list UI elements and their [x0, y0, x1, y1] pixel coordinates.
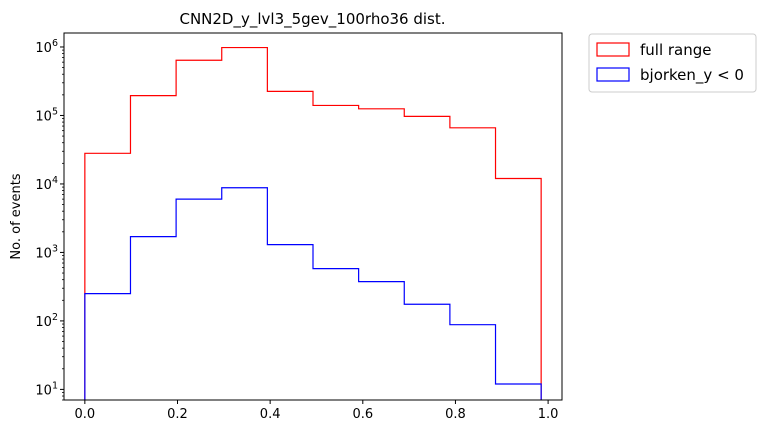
x-tick-label: 0.6: [352, 407, 373, 422]
y-tick-label: 105: [35, 106, 58, 124]
chart-title: CNN2D_y_lvl3_5gev_100rho36 dist.: [179, 10, 445, 29]
plot-frame: [63, 32, 563, 401]
histogram-series-bjorken-y-0: [84, 187, 542, 400]
legend-swatch-bjorken-y: [596, 67, 630, 82]
x-tick-label: 0.4: [260, 407, 281, 422]
x-tick-label: 0.0: [75, 407, 96, 422]
legend-box: [588, 33, 757, 93]
legend: full range bjorken_y < 0: [588, 33, 757, 93]
legend-label-full-range: full range: [640, 41, 712, 59]
y-axis: 101 102 103 104 105 106: [35, 38, 64, 401]
y-tick-label: 104: [35, 175, 58, 193]
y-tick-label: 106: [35, 38, 58, 56]
legend-swatch-full-range: [596, 42, 630, 57]
y-axis-label: No. of events: [9, 173, 24, 259]
x-tick-label: 0.2: [167, 407, 188, 422]
x-tick-label: 1.0: [538, 407, 559, 422]
y-tick-label: 103: [35, 243, 58, 261]
x-axis: 0.0 0.2 0.4 0.6 0.8 1.0: [75, 400, 559, 422]
legend-label-bjorken-y: bjorken_y < 0: [640, 66, 744, 85]
plot-area: [84, 46, 542, 400]
y-tick-label: 101: [35, 380, 58, 398]
histogram-series-full-range: [84, 46, 542, 400]
y-tick-label: 102: [35, 312, 58, 330]
x-tick-label: 0.8: [445, 407, 466, 422]
